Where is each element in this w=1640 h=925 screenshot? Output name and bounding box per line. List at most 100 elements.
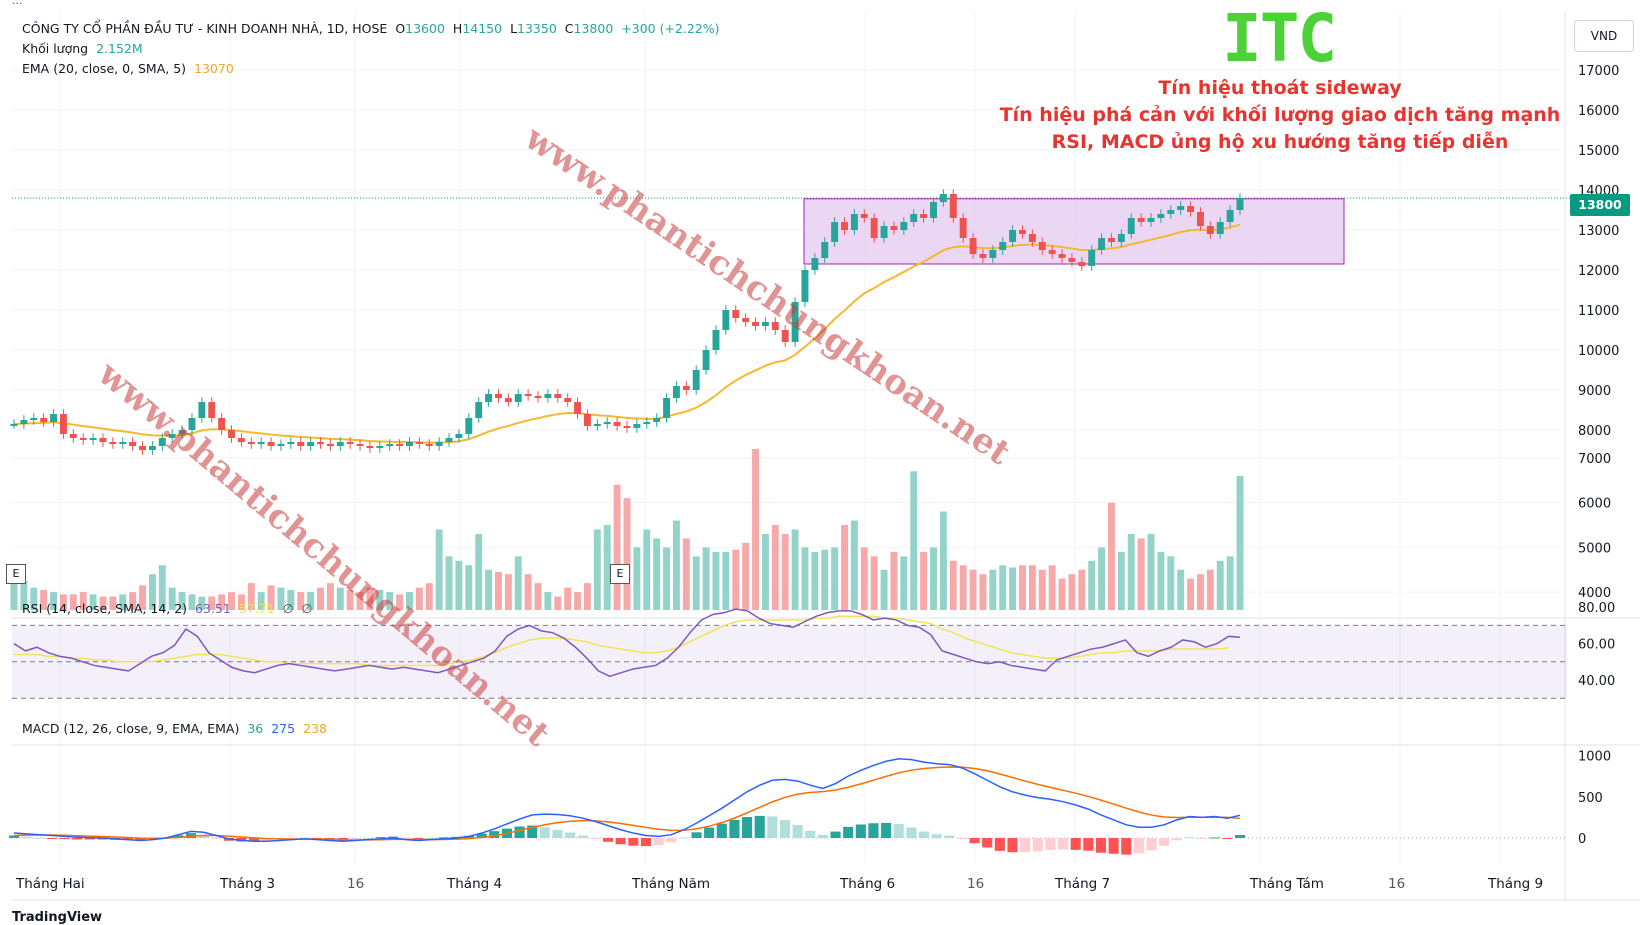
macd-histogram-bar — [918, 831, 930, 838]
price-axis: 1700016000150001400013000120001100010000… — [1578, 64, 1619, 847]
candle-body — [1068, 258, 1076, 262]
volume-bar — [603, 525, 611, 610]
low-number: 13350 — [517, 21, 557, 36]
macd-histogram-bar — [893, 823, 904, 838]
candle-body — [40, 418, 48, 422]
rsi-value: 63.51 — [195, 601, 231, 616]
currency-button[interactable]: VND — [1574, 20, 1634, 52]
volume-bar — [79, 592, 87, 610]
volume-bar — [1117, 551, 1125, 610]
macd-histogram-bar — [1083, 838, 1094, 851]
volume-legend[interactable]: Khối lượng 2.152M — [22, 41, 147, 56]
low-value: L13350 — [510, 21, 557, 36]
rsi-band — [12, 624, 1567, 699]
volume-bar — [771, 525, 779, 610]
macd-line — [13, 758, 1241, 843]
macd-histogram-bar — [1146, 838, 1157, 851]
macd-series — [8, 758, 1565, 855]
macd-histogram-bar — [830, 831, 841, 838]
high-value: H14150 — [453, 21, 502, 36]
candle-body — [50, 414, 58, 422]
volume-bar — [297, 592, 305, 610]
volume-bar — [406, 592, 413, 610]
volume-bar — [435, 529, 443, 610]
candle-body — [969, 238, 977, 254]
macd-histogram-bar — [1057, 838, 1069, 850]
volume-bar — [880, 569, 888, 610]
macd-legend[interactable]: MACD (12, 26, close, 9, EMA, EMA) 36 275… — [22, 721, 331, 736]
rsi-line — [13, 608, 1241, 678]
x-label-3: Tháng 4 — [447, 876, 503, 892]
volume-bar — [1157, 551, 1165, 610]
volume-bar — [10, 578, 18, 610]
volume-bar — [1078, 569, 1086, 610]
rsi-legend[interactable]: RSI (14, close, SMA, 14, 2) 63.51 57.71 … — [22, 601, 316, 616]
volume-bar — [168, 587, 176, 610]
candle-body — [593, 424, 601, 426]
macd-histogram-bar — [1222, 838, 1233, 839]
volume-bar — [326, 583, 334, 610]
volume-bar — [495, 571, 502, 610]
macd-histogram-bar — [1032, 838, 1043, 852]
volume-bar — [821, 549, 829, 610]
candle-body — [188, 418, 196, 430]
x-label-10: Tháng 9 — [1488, 876, 1544, 892]
candle-body — [732, 310, 740, 318]
price-tick-label: 17000 — [1578, 64, 1619, 79]
candle-body — [949, 194, 957, 218]
candle-body — [534, 396, 542, 398]
macd-histogram-bar — [1121, 838, 1132, 855]
volume-bar — [188, 594, 196, 610]
macd-histogram-bar — [211, 838, 222, 839]
macd-histogram-bar — [21, 836, 32, 838]
candle-body — [880, 226, 888, 238]
candle-body — [109, 442, 117, 444]
volume-bar — [801, 547, 809, 610]
volume-bar — [20, 580, 28, 610]
macd-histogram-bar — [792, 824, 803, 838]
macd-histogram-bar — [1108, 838, 1119, 854]
macd-histogram-bar — [881, 822, 892, 838]
close-number: 13800 — [573, 21, 614, 36]
candle-body — [237, 438, 245, 442]
volume-bar — [455, 560, 463, 610]
rsi-value-4: ∅ — [301, 601, 313, 616]
earnings-marker-2[interactable]: E — [610, 564, 630, 584]
ema-legend[interactable]: EMA (20, close, 0, SMA, 5) 13070 — [22, 61, 238, 76]
candle-body — [930, 202, 937, 218]
volume-bar — [752, 448, 759, 610]
volume-bar — [979, 574, 987, 610]
candle-body — [208, 402, 216, 418]
volume-bar — [1226, 556, 1234, 610]
volume-bar — [1108, 502, 1115, 610]
high-number: 14150 — [462, 21, 503, 36]
earnings-marker-1[interactable]: E — [6, 564, 26, 584]
macd-histogram-bar — [1020, 838, 1031, 853]
candle-body — [257, 442, 265, 444]
volume-bar — [534, 583, 542, 610]
volume-bar — [277, 587, 285, 610]
volume-bar — [623, 498, 631, 610]
volume-bar — [949, 560, 957, 610]
candle-body — [30, 418, 38, 420]
candle-body — [890, 226, 898, 230]
rsi-sma-line — [14, 615, 1229, 667]
candle-body — [989, 250, 997, 258]
candle-body — [663, 398, 671, 418]
volume-bar — [50, 592, 58, 610]
candle-body — [425, 444, 433, 446]
macd-histogram-bar — [324, 838, 336, 840]
candle-body — [376, 446, 384, 448]
volume-bar — [514, 556, 522, 610]
volume-bar — [356, 592, 364, 610]
volume-bar — [317, 587, 324, 610]
candle-body — [485, 394, 493, 402]
macd-histogram-bar — [34, 837, 45, 839]
macd-histogram-bar — [602, 838, 614, 842]
change-value: +300 (+2.22%) — [621, 21, 720, 36]
macd-histogram-bar — [72, 838, 83, 840]
candle-body — [761, 322, 769, 326]
volume-bar — [247, 583, 255, 610]
macd-histogram-bar — [817, 834, 828, 838]
volume-bar — [781, 533, 789, 610]
